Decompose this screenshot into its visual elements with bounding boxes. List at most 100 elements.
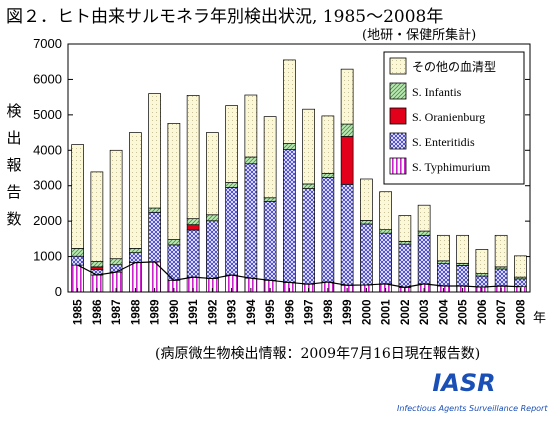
x-tick-label: 1995 [265,299,277,325]
bar-infantis-1995 [263,197,277,202]
bar-enteritidis-1994 [244,163,258,279]
x-axis-unit: 年 [533,310,546,325]
bar-enteritidis-2001 [379,232,392,285]
y-tick-label: 1000 [33,249,62,264]
x-tick-label: 1998 [323,299,335,325]
chart-title: 図２．ヒト由来サルモネラ年別検出状況, 1985～2008年 [6,7,444,27]
legend-label-oranienburg: S. Oranienburg [412,110,485,124]
x-tick-label: 2000 [361,299,373,325]
bar-enteritidis-1997 [302,188,315,285]
bar-oranienburg-1986 [90,266,104,271]
source-note: (地研・保健所集計) [362,28,477,43]
bar-other-1995 [263,116,277,199]
x-tick-label: 1985 [73,299,85,325]
bar-enteritidis-1990 [167,244,181,281]
bar-enteritidis-1995 [263,200,277,281]
bar-enteritidis-1989 [148,211,161,263]
bar-infantis-1992 [206,214,219,222]
bar-enteritidis-2005 [456,265,469,287]
bar-infantis-1990 [167,239,181,246]
bar-infantis-1986 [90,261,104,268]
x-tick-label: 2003 [419,299,431,325]
bar-enteritidis-1988 [129,252,142,263]
iasr-logo: IASR [407,366,521,398]
x-tick-label: 1991 [188,299,200,325]
bar-other-2004 [437,234,450,262]
bar-other-2007 [494,234,508,268]
bar-enteritidis-2002 [398,243,412,288]
x-tick-label: 2006 [477,299,489,325]
x-tick-label: 1992 [207,299,219,325]
bar-enteritidis-2007 [494,268,508,287]
bar-other-1996 [283,59,296,144]
bar-enteritidis-2000 [360,223,373,286]
x-tick-label: 1999 [342,299,354,325]
bar-other-2001 [379,191,392,230]
x-tick-label: 1987 [111,299,123,325]
legend-swatch-oranienburg [389,107,407,125]
y-tick-label: 6000 [33,71,62,86]
bar-other-1992 [206,132,219,216]
x-tick-label: 1989 [150,299,162,325]
bar-other-2005 [456,234,469,264]
bar-other-1998 [321,115,335,174]
bar-other-1985 [71,144,84,249]
legend-swatch-infantis [389,82,407,100]
bar-enteritidis-1999 [340,183,354,286]
bar-typhimurium-1988 [129,262,142,293]
bar-other-1988 [129,132,142,249]
logo-subtitle: Infectious Agents Surveillance Report [397,404,548,413]
bar-oranienburg-1999 [340,136,354,185]
bar-other-1987 [109,149,123,260]
bar-other-2006 [475,249,489,274]
bar-infantis-1997 [302,183,315,189]
x-tick-label: 2007 [496,299,508,325]
legend-label-typhimurium: S. Typhimurium [412,160,491,174]
x-tick-label: 2005 [458,299,470,325]
bar-other-2000 [360,178,373,221]
legend-swatch-typhimurium [389,157,407,175]
bar-oranienburg-1991 [186,224,200,231]
bar-infantis-1993 [225,182,238,188]
bar-other-1989 [148,93,161,209]
bar-infantis-2006 [475,273,489,277]
y-tick-label: 3000 [33,178,62,193]
legend-swatch-enteritidis [389,132,407,150]
x-tick-label: 2001 [381,299,393,325]
bar-other-1993 [225,105,238,183]
bar-enteritidis-2006 [475,275,489,288]
x-axis: 1985 1986 1987 1988 1989 1990 1991 1992 1993 1994… [73,288,546,325]
bar-infantis-1996 [283,143,296,150]
bar-infantis-2002 [398,240,412,245]
x-tick-label: 2004 [438,299,450,325]
typhimurium-trend-line [77,261,521,289]
y-tick-label: 5000 [33,107,62,122]
bar-other-2002 [398,215,412,242]
x-tick-label: 1993 [227,299,239,325]
bar-infantis-1988 [129,248,142,254]
bar-infantis-1999 [340,123,354,137]
x-tick-label: 1997 [304,299,316,325]
plot-frame [67,43,531,293]
bar-enteritidis-1992 [206,220,219,279]
legend-label-infantis: S. Infantis [412,85,462,99]
bar-enteritidis-2003 [417,234,431,285]
logo-text: IASR [432,369,495,397]
x-tick-label: 1994 [246,299,258,325]
bar-enteritidis-1987 [109,264,123,273]
footnote: (病原微生物検出情報：2009年7月16日現在報告数) [155,346,481,362]
bar-other-1986 [90,171,104,262]
bar-infantis-1989 [148,207,161,213]
bar-other-2003 [417,204,431,232]
bar-infantis-2001 [379,229,392,234]
typhimurium-line-group [77,261,521,289]
bar-other-1999 [340,68,354,125]
bar-infantis-2003 [417,230,431,236]
bar-infantis-1987 [109,258,123,266]
y-tick-label: 2000 [33,213,62,228]
legend-box [383,51,525,185]
legend-swatch-other [389,57,407,75]
bar-other-1991 [186,95,200,220]
x-tick-label: 1990 [169,299,181,325]
